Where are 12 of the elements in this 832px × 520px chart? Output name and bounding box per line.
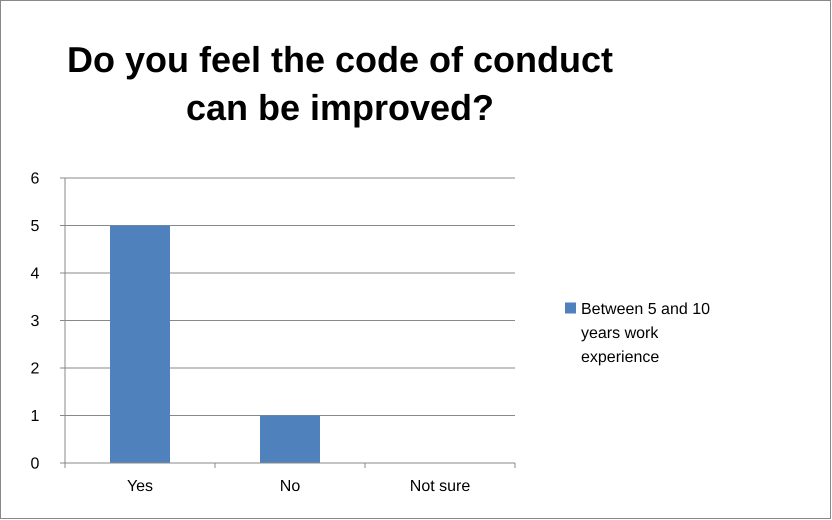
x-tick-label: Not sure — [410, 478, 470, 495]
legend-label: Between 5 and 10 years work experience — [581, 301, 710, 366]
y-tick-label: 0 — [30, 456, 40, 473]
y-tick-label: 6 — [30, 170, 40, 188]
chart-title: Do you feel the code of conduct can be improved? — [66, 39, 614, 128]
y-tick-label: 2 — [30, 360, 40, 378]
x-tick-label: Yes — [126, 478, 154, 495]
y-tick-label: 1 — [30, 408, 40, 426]
y-tick-label: 4 — [30, 266, 40, 283]
y-tick-label: 5 — [30, 218, 40, 236]
y-tick-label: 3 — [30, 313, 40, 330]
x-tick-label: No — [280, 478, 300, 495]
